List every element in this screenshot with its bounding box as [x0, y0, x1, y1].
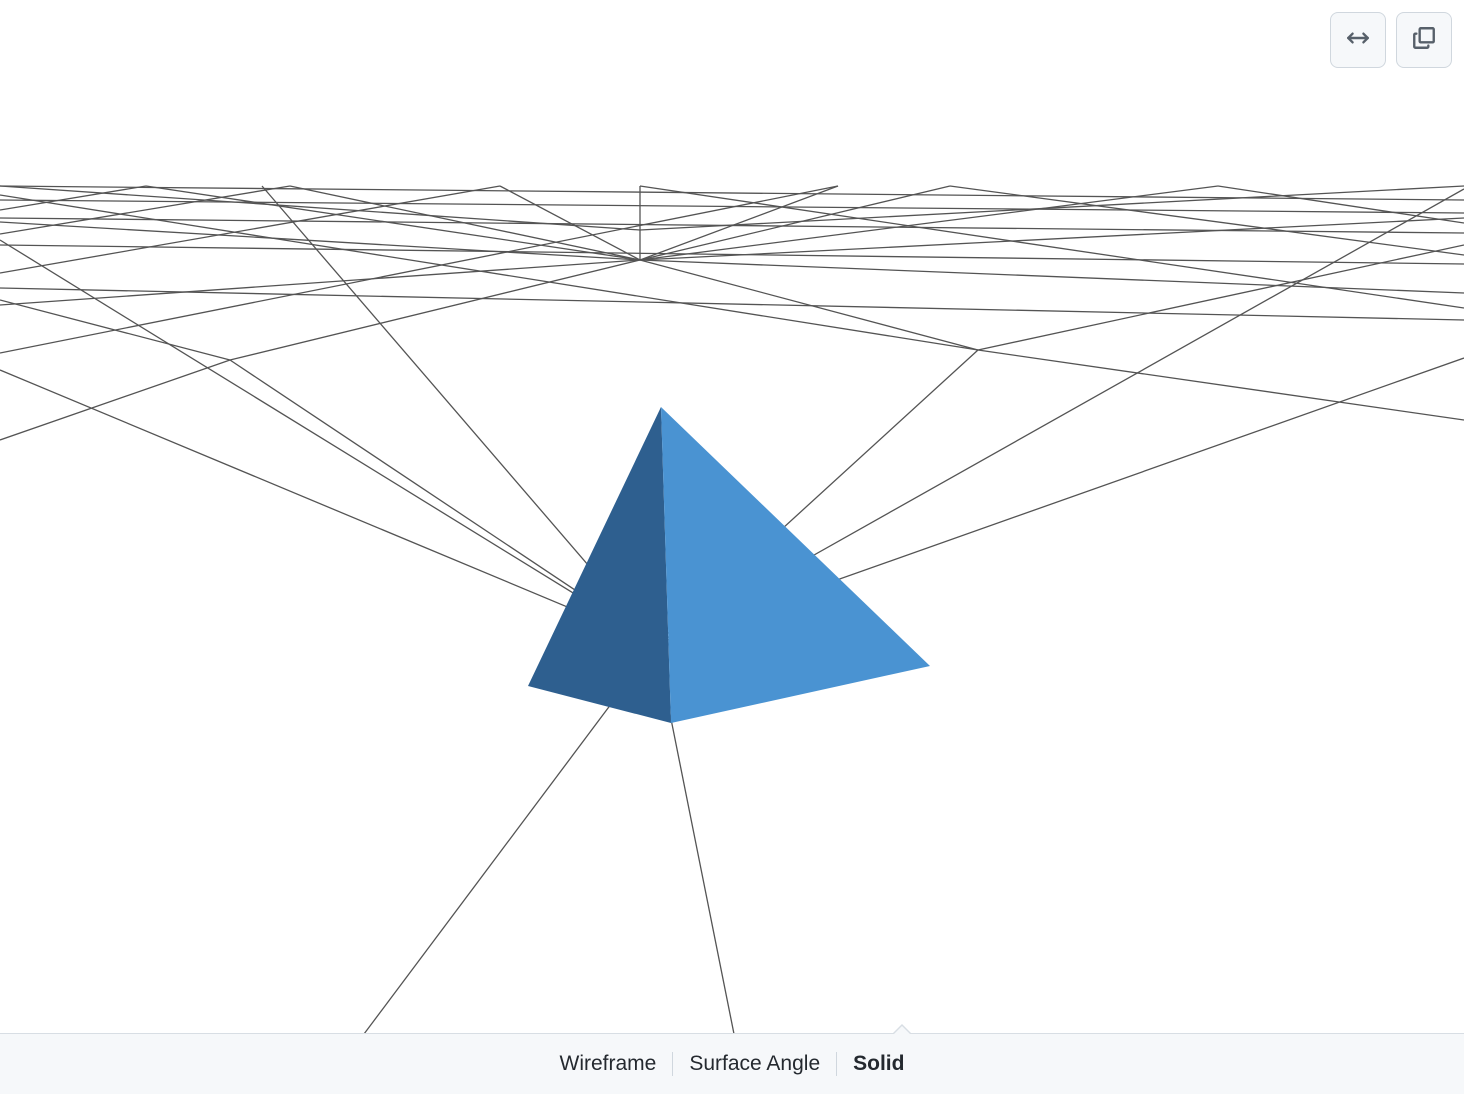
expand-horizontal-icon — [1345, 25, 1371, 56]
grid-line — [0, 195, 978, 350]
grid-line — [640, 186, 838, 260]
grid-line — [0, 186, 838, 353]
grid-line — [146, 186, 640, 260]
grid-line — [640, 186, 1218, 260]
grid-line — [0, 186, 290, 234]
grid-line — [0, 360, 230, 440]
render-mode-label: Wireframe — [560, 1052, 657, 1075]
grid-line — [978, 350, 1464, 420]
render-mode-solid[interactable]: Solid — [837, 1048, 920, 1080]
grid-line — [1218, 186, 1464, 223]
tetrahedron-model — [528, 407, 930, 723]
grid-line — [640, 186, 950, 260]
tetra-left-face — [528, 407, 671, 723]
grid-line — [640, 260, 1464, 293]
render-mode-label: Solid — [853, 1052, 904, 1075]
grid-line — [0, 300, 230, 360]
fullscreen-icon — [1411, 25, 1437, 56]
render-mode-group: Wireframe Surface Angle Solid — [544, 1048, 921, 1080]
render-mode-label: Surface Angle — [689, 1052, 820, 1075]
render-mode-surface-angle[interactable]: Surface Angle — [673, 1048, 836, 1080]
3d-viewer[interactable]: Wireframe Surface Angle Solid — [0, 0, 1464, 1094]
viewer-toolbar — [1330, 12, 1452, 68]
fullscreen-button[interactable] — [1396, 12, 1452, 68]
grid-line — [0, 260, 640, 305]
grid-line — [640, 186, 1464, 230]
tetra-right-face — [661, 407, 930, 723]
grid-line — [950, 186, 1464, 255]
scene-canvas[interactable] — [0, 0, 1464, 1094]
grid-line — [0, 370, 656, 644]
grid-line — [0, 186, 500, 273]
render-mode-wireframe[interactable]: Wireframe — [544, 1048, 673, 1080]
render-mode-footer: Wireframe Surface Angle Solid — [0, 1033, 1464, 1094]
expand-horizontal-button[interactable] — [1330, 12, 1386, 68]
